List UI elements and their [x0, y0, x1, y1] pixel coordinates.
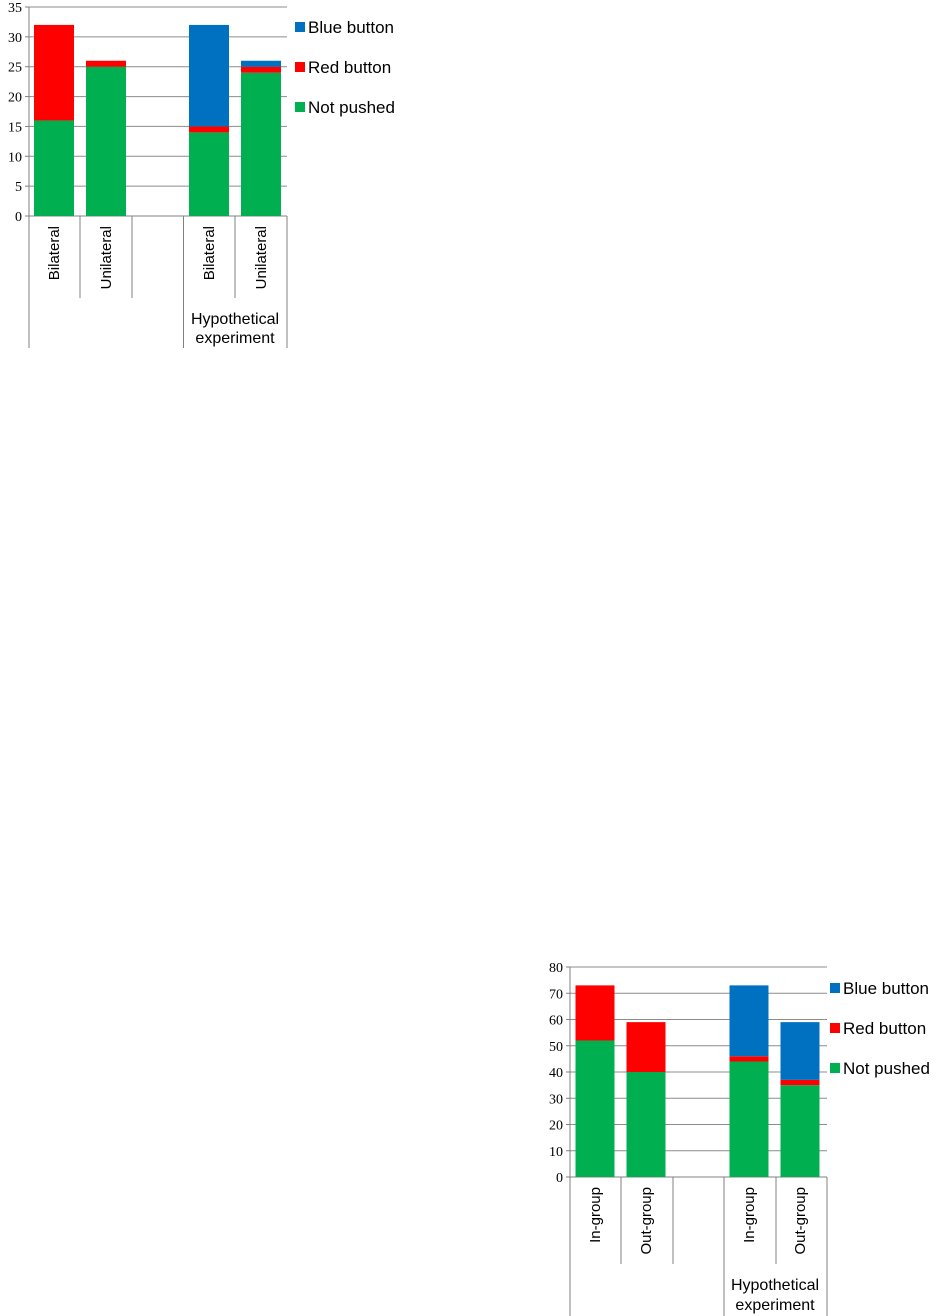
bar-red-button: [86, 60, 126, 67]
category-label: In-group: [587, 1187, 604, 1243]
bar-red-button: [575, 985, 615, 1041]
bar-red-button: [626, 1022, 666, 1072]
y-tick-label: 10: [549, 1145, 563, 1160]
y-tick-label: 15: [8, 120, 22, 135]
bar-red-button: [780, 1079, 820, 1086]
bar-red-button: [189, 126, 229, 133]
legend-swatch: [295, 62, 305, 72]
category-label: Bilateral: [201, 226, 218, 280]
chart-1: 0 5 10 15 20 25 30 35 Bilateral Unilateral Bilater…: [8, 1, 395, 348]
y-tick-label: 25: [8, 61, 22, 76]
y-tick-label: 30: [8, 31, 22, 46]
y-tick-label: 80: [549, 961, 563, 976]
legend-label: Not pushed: [308, 98, 395, 117]
y-tick-label: 20: [8, 91, 22, 106]
bar-not-pushed: [34, 120, 74, 216]
legend-swatch: [830, 983, 840, 993]
legend-swatch: [295, 22, 305, 32]
legend-label: Not pushed: [843, 1059, 930, 1078]
y-tick-label: 20: [549, 1119, 563, 1134]
category-label: In-group: [741, 1187, 758, 1243]
category-label: Unilateral: [98, 226, 115, 289]
legend-label: Blue button: [308, 18, 394, 37]
y-tick-label: 60: [549, 1014, 563, 1029]
bar-not-pushed: [626, 1072, 666, 1177]
legend-label: Red button: [308, 58, 391, 77]
bar-red-button: [729, 1056, 769, 1062]
bar-red-button: [241, 66, 281, 73]
bar-blue-button: [241, 60, 281, 67]
legend-label: Blue button: [843, 979, 929, 998]
chart-2: 0 10 20 30 40 50 60 70 80 In-group Out-group In-gro…: [549, 961, 930, 1316]
bar-blue-button: [729, 985, 769, 1057]
y-tick-label: 5: [15, 180, 22, 195]
bar-not-pushed: [241, 72, 281, 216]
y-tick-label: 35: [8, 1, 22, 16]
y-tick-label: 40: [549, 1066, 563, 1081]
bar-blue-button: [780, 1022, 820, 1080]
bar-not-pushed: [729, 1061, 769, 1177]
y-tick-label: 50: [549, 1040, 563, 1055]
legend-swatch: [830, 1023, 840, 1033]
group-label: experiment: [195, 330, 275, 347]
y-tick-label: 70: [549, 987, 563, 1002]
bar-blue-button: [189, 24, 229, 127]
y-tick-label: 10: [8, 150, 22, 165]
category-label: Out-group: [638, 1187, 655, 1255]
bar-not-pushed: [189, 132, 229, 216]
category-label: Unilateral: [253, 226, 270, 289]
legend-label: Red button: [843, 1019, 926, 1038]
group-label: Hypothetical: [731, 1277, 819, 1294]
bar-not-pushed: [575, 1040, 615, 1177]
bar-not-pushed: [86, 66, 126, 216]
y-tick-label: 0: [556, 1171, 563, 1186]
bar-not-pushed: [780, 1085, 820, 1177]
group-label: experiment: [735, 1297, 815, 1314]
legend-swatch: [295, 102, 305, 112]
y-tick-label: 0: [15, 210, 22, 225]
group-label: Hypothetical: [191, 311, 279, 328]
bar-red-button: [34, 24, 74, 121]
category-label: Bilateral: [46, 226, 63, 280]
category-label: Out-group: [792, 1187, 809, 1255]
legend-swatch: [830, 1063, 840, 1073]
y-tick-label: 30: [549, 1092, 563, 1107]
